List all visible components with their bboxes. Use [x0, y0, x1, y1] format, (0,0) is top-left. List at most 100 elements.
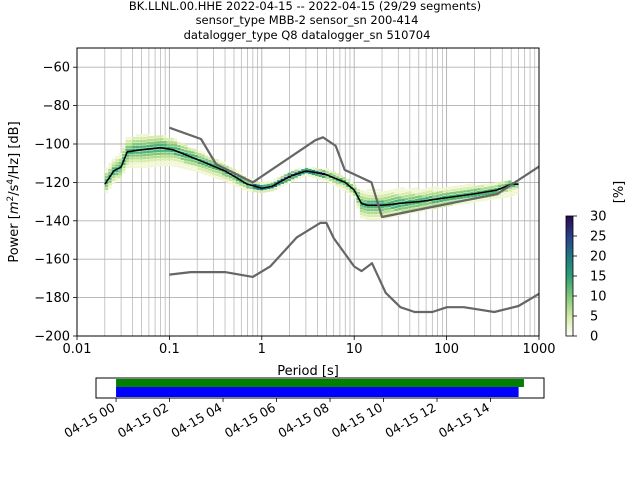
median-line — [104, 147, 519, 207]
heatmap-cell — [235, 178, 240, 182]
heatmap-cell — [463, 201, 467, 205]
heatmap-cell — [373, 214, 378, 218]
heatmap-cell — [142, 154, 147, 157]
heatmap-cell — [108, 183, 112, 186]
heatmap-cell — [187, 167, 191, 171]
title-line-3: datalogger_type Q8 datalogger_sn 510704 — [184, 28, 431, 42]
colorbar-tick-label: 5 — [590, 310, 598, 325]
heatmap-cell — [208, 174, 212, 177]
heatmap-cell — [277, 180, 281, 183]
heatmap-cell — [170, 140, 174, 144]
heatmap-cell — [408, 203, 412, 206]
x-tick-label: 1 — [258, 342, 266, 357]
heatmap-cell — [404, 209, 409, 212]
heatmap-cell — [497, 181, 502, 185]
heatmap-cell — [215, 170, 219, 174]
heatmap-cell — [149, 144, 154, 148]
heatmap-cell — [377, 211, 381, 215]
heatmap-cell — [442, 198, 447, 202]
heatmap-cell — [115, 172, 119, 176]
heatmap-cell — [218, 169, 223, 172]
heatmap-cell — [411, 205, 416, 208]
heatmap-cell — [470, 192, 474, 195]
heatmap-cell — [504, 192, 509, 195]
heatmap-cell — [411, 211, 416, 214]
heatmap-cell — [197, 167, 202, 171]
heatmap-cell — [432, 186, 436, 190]
heatmap-cell — [356, 194, 360, 198]
y-tick-label: −180 — [34, 291, 70, 306]
heatmap-cell — [197, 156, 202, 159]
heatmap-cell — [108, 186, 112, 189]
heatmap-cell — [115, 178, 119, 182]
heatmap-cell — [408, 208, 412, 212]
heatmap-cell — [256, 190, 260, 193]
heatmap-cell — [366, 203, 371, 206]
heatmap-cell — [163, 152, 167, 155]
heatmap-cell — [387, 215, 391, 219]
heatmap-cell — [135, 142, 140, 146]
heatmap-cell — [159, 152, 164, 155]
heatmap-cell — [418, 201, 422, 204]
heatmap-cell — [415, 193, 419, 196]
heatmap-cell — [142, 145, 147, 148]
heatmap-cell — [132, 154, 136, 157]
heatmap-cell — [111, 167, 116, 170]
heatmap-cell — [173, 158, 178, 162]
heatmap-cell — [222, 175, 226, 179]
heatmap-cell — [153, 158, 157, 162]
heatmap-cell — [204, 158, 209, 161]
heatmap-cell — [294, 178, 298, 181]
heatmap-cell — [501, 195, 505, 199]
heatmap-cell — [328, 172, 333, 176]
heatmap-cell — [149, 141, 154, 145]
heatmap-cell — [459, 196, 464, 199]
heatmap-cell — [273, 178, 278, 182]
new-high-noise-model-line — [169, 126, 539, 219]
heatmap-cell — [387, 204, 391, 207]
heatmap-cell — [125, 145, 129, 149]
heatmap-cell — [325, 176, 329, 180]
heatmap-cell — [118, 152, 123, 156]
heatmap-cell — [222, 161, 226, 164]
heatmap-cell — [480, 193, 485, 196]
heatmap-cell — [177, 162, 181, 165]
heatmap-cell — [390, 197, 395, 201]
heatmap-cell — [394, 197, 398, 200]
heatmap-cell — [435, 185, 440, 189]
heatmap-cell — [156, 141, 160, 144]
heatmap-cell — [397, 213, 402, 217]
heatmap-cell — [335, 173, 340, 176]
heatmap-cell — [249, 177, 254, 181]
heatmap-cell — [184, 158, 188, 161]
heatmap-cell — [449, 189, 454, 192]
heatmap-cell — [497, 193, 502, 196]
heatmap-cell — [239, 186, 243, 189]
heatmap-cell — [490, 188, 495, 192]
heatmap-cell — [439, 199, 443, 203]
heatmap-cell — [125, 160, 129, 163]
colorbar-label: [%] — [612, 181, 627, 204]
heatmap-cell — [363, 216, 367, 220]
heatmap-cell — [353, 193, 357, 196]
heatmap-cell — [370, 197, 374, 200]
heatmap-cell — [370, 206, 374, 209]
heatmap-cell — [377, 217, 381, 221]
heatmap-cell — [170, 155, 174, 158]
heatmap-cell — [159, 155, 164, 158]
heatmap-cell — [166, 146, 171, 150]
heatmap-cell — [459, 190, 464, 194]
heatmap-cell — [177, 165, 181, 168]
heatmap-cell — [215, 176, 219, 179]
heatmap-cell — [222, 164, 226, 167]
heatmap-cell — [297, 173, 302, 177]
heatmap-cell — [290, 179, 295, 183]
heatmap-cell — [463, 190, 467, 193]
colorbar-tick-label: 25 — [590, 230, 607, 245]
heatmap-cell — [397, 204, 402, 208]
heatmap-cell — [215, 164, 219, 168]
heatmap-cell — [501, 192, 505, 196]
heatmap-cell — [156, 135, 160, 138]
heatmap-cell — [328, 178, 333, 181]
